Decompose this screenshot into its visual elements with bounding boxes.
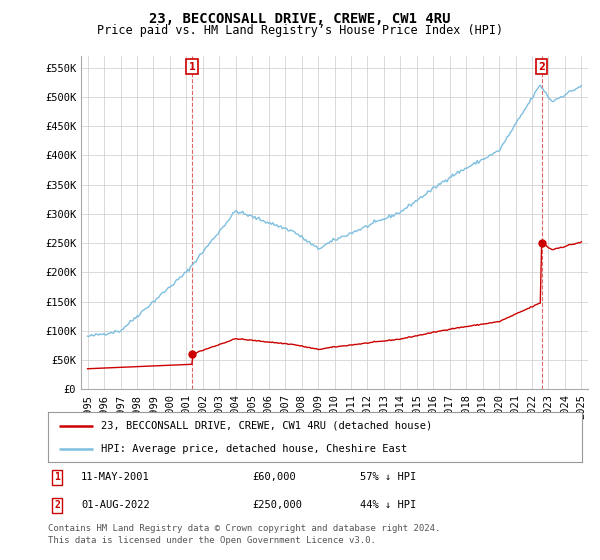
Text: 01-AUG-2022: 01-AUG-2022 bbox=[81, 500, 150, 510]
Text: £250,000: £250,000 bbox=[252, 500, 302, 510]
Text: 11-MAY-2001: 11-MAY-2001 bbox=[81, 472, 150, 482]
Text: 2: 2 bbox=[538, 62, 545, 72]
Text: Contains HM Land Registry data © Crown copyright and database right 2024.: Contains HM Land Registry data © Crown c… bbox=[48, 524, 440, 533]
Text: This data is licensed under the Open Government Licence v3.0.: This data is licensed under the Open Gov… bbox=[48, 536, 376, 545]
Text: HPI: Average price, detached house, Cheshire East: HPI: Average price, detached house, Ches… bbox=[101, 445, 407, 454]
Text: 2: 2 bbox=[54, 500, 60, 510]
Text: Price paid vs. HM Land Registry’s House Price Index (HPI): Price paid vs. HM Land Registry’s House … bbox=[97, 24, 503, 36]
Text: 1: 1 bbox=[189, 62, 196, 72]
Text: 57% ↓ HPI: 57% ↓ HPI bbox=[360, 472, 416, 482]
Text: 23, BECCONSALL DRIVE, CREWE, CW1 4RU (detached house): 23, BECCONSALL DRIVE, CREWE, CW1 4RU (de… bbox=[101, 421, 433, 431]
Text: 44% ↓ HPI: 44% ↓ HPI bbox=[360, 500, 416, 510]
Text: 1: 1 bbox=[54, 472, 60, 482]
Text: £60,000: £60,000 bbox=[252, 472, 296, 482]
Text: 23, BECCONSALL DRIVE, CREWE, CW1 4RU: 23, BECCONSALL DRIVE, CREWE, CW1 4RU bbox=[149, 12, 451, 26]
